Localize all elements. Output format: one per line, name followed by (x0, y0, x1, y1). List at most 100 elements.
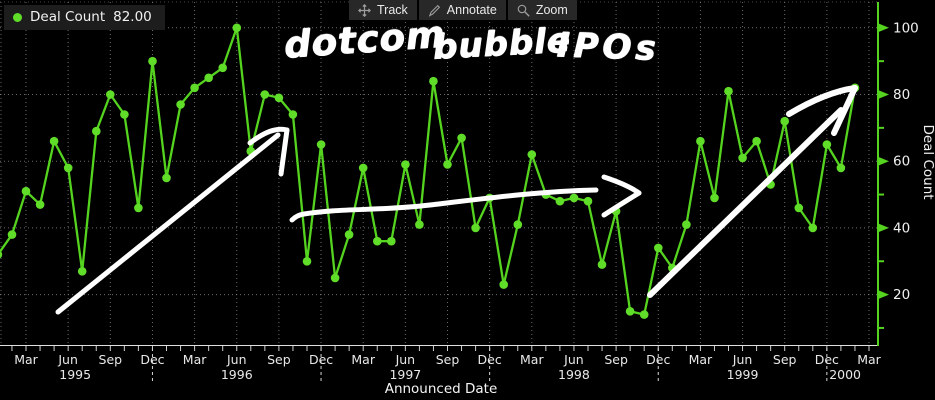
data-point[interactable] (752, 136, 761, 146)
y-tick-label: 40 (893, 220, 910, 236)
data-point[interactable] (710, 193, 719, 203)
data-point[interactable] (794, 203, 804, 213)
data-point[interactable] (569, 193, 579, 203)
data-point[interactable] (260, 90, 270, 99)
x-quarter-label: Mar (857, 352, 881, 367)
x-quarter-label: Mar (14, 352, 38, 367)
data-point[interactable] (597, 260, 607, 269)
data-point[interactable] (7, 230, 17, 239)
data-point[interactable] (654, 243, 663, 253)
data-point[interactable] (162, 173, 171, 183)
series-color-dot (13, 13, 22, 22)
data-point[interactable] (499, 280, 509, 289)
data-point[interactable] (682, 220, 691, 229)
series-last-value: 82.00 (113, 9, 152, 25)
x-quarter-label: Dec (646, 352, 670, 367)
y-tick-label: 80 (893, 87, 910, 103)
track-button[interactable]: Track (349, 0, 417, 20)
data-point[interactable] (780, 116, 789, 126)
x-quarter-label: Jun (57, 352, 78, 367)
annotate-button[interactable]: Annotate (418, 0, 506, 20)
data-point[interactable] (134, 203, 143, 213)
x-quarter-label: Mar (520, 352, 544, 367)
x-quarter-label: Mar (183, 352, 207, 367)
x-quarter-label: Dec (309, 352, 333, 367)
annotate-pencil-icon (428, 4, 440, 17)
data-point[interactable] (429, 76, 438, 86)
data-point[interactable] (35, 200, 45, 209)
data-point[interactable] (808, 223, 818, 233)
annotation-flat-arrow-1997-1998 (601, 190, 642, 218)
zoom-button[interactable]: Zoom (507, 0, 577, 20)
annotation-flat-arrow-1997-1998 (601, 174, 642, 196)
series-line (0, 26, 857, 316)
x-quarter-label: Sep (604, 352, 628, 367)
x-quarter-label: Dec (140, 352, 164, 367)
track-button-label: Track (377, 3, 408, 17)
data-point[interactable] (77, 267, 87, 276)
annotation-flat-arrow-1997-1998 (289, 187, 599, 223)
y-axis-title: Deal Count (920, 124, 935, 199)
x-year-label: 1996 (221, 367, 253, 382)
annotation-rising-arrow-1999-2000 (647, 107, 844, 298)
data-point[interactable] (344, 230, 354, 239)
data-point[interactable] (148, 56, 157, 66)
annotation-rising-arrow-1995-1996 (278, 127, 290, 177)
data-point[interactable] (401, 160, 410, 169)
data-point[interactable] (63, 163, 73, 173)
zoom-magnifier-icon (517, 4, 530, 17)
data-point[interactable] (49, 136, 59, 146)
data-point[interactable] (106, 90, 115, 99)
data-point[interactable] (232, 23, 242, 33)
data-point[interactable] (387, 236, 396, 246)
x-quarter-label: Jun (395, 352, 416, 367)
data-point[interactable] (471, 223, 480, 233)
data-point[interactable] (218, 63, 227, 73)
track-crosshair-icon (358, 3, 371, 17)
y-tick-label: 20 (893, 287, 910, 303)
data-point[interactable] (358, 163, 368, 173)
data-point[interactable] (696, 136, 705, 146)
data-point[interactable] (836, 163, 846, 173)
y-major-tick-arrow (878, 290, 889, 300)
x-year-label: 2000 (829, 367, 861, 382)
data-point[interactable] (330, 273, 340, 283)
data-point[interactable] (92, 126, 101, 136)
data-point[interactable] (583, 196, 593, 206)
y-major-tick-arrow (878, 223, 889, 233)
data-point[interactable] (555, 196, 565, 206)
x-year-label: 1999 (727, 367, 759, 382)
data-point[interactable] (190, 83, 199, 93)
data-point[interactable] (373, 236, 382, 246)
x-quarter-label: Mar (351, 352, 375, 367)
data-point[interactable] (724, 86, 733, 96)
series-name-label: Deal Count (30, 9, 106, 25)
y-tick-label: 60 (893, 154, 910, 170)
data-point[interactable] (204, 73, 213, 83)
data-point[interactable] (302, 257, 312, 266)
data-point[interactable] (316, 140, 326, 149)
data-point[interactable] (443, 160, 452, 169)
data-point[interactable] (120, 110, 129, 119)
annotation-rising-arrow-1999-2000 (786, 85, 858, 117)
x-quarter-label: Sep (773, 352, 797, 367)
data-point[interactable] (738, 153, 747, 163)
data-point[interactable] (457, 133, 466, 143)
data-point[interactable] (822, 140, 832, 149)
data-point[interactable] (527, 150, 537, 159)
x-quarter-label: Sep (436, 352, 460, 367)
data-point[interactable] (415, 220, 424, 229)
data-point[interactable] (176, 100, 185, 109)
data-point[interactable] (625, 307, 635, 316)
data-point[interactable] (639, 310, 649, 319)
data-point[interactable] (274, 93, 284, 103)
data-point[interactable] (513, 220, 523, 229)
data-point[interactable] (0, 250, 3, 259)
data-point[interactable] (21, 186, 31, 196)
data-point[interactable] (288, 110, 298, 119)
chart-legend[interactable]: Deal Count 82.00 (4, 5, 165, 30)
y-major-tick-arrow (878, 156, 889, 166)
x-quarter-label: Dec (815, 352, 839, 367)
